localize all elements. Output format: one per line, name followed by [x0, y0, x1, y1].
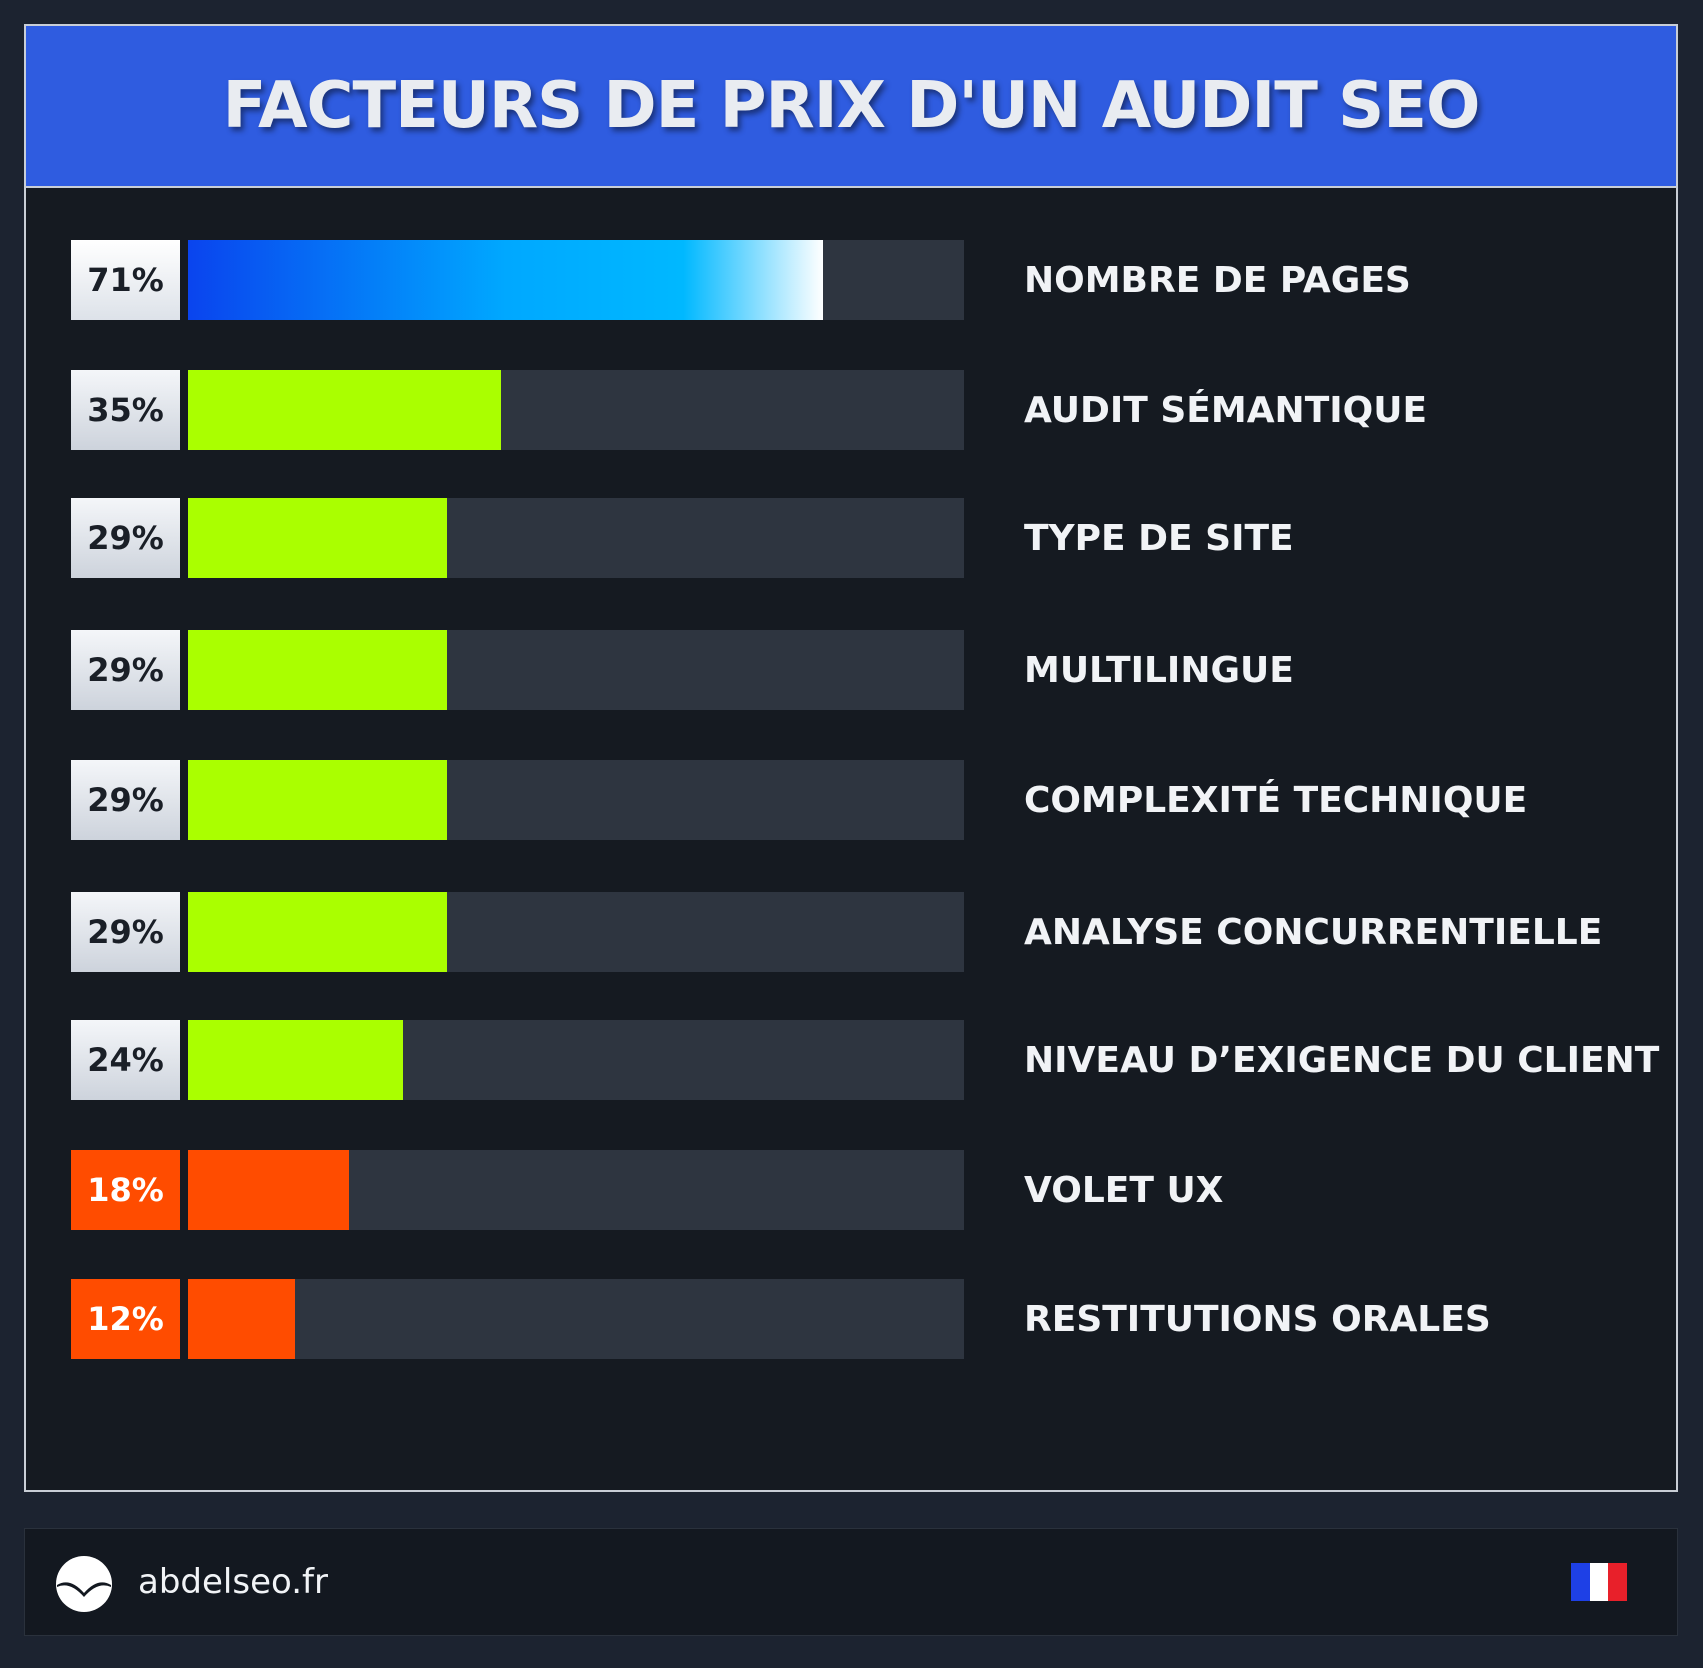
category-label: NOMBRE DE PAGES — [1024, 259, 1411, 301]
site-name[interactable]: abdelseo.fr — [138, 1562, 328, 1602]
bar — [188, 1279, 295, 1359]
bar — [188, 630, 447, 710]
bar-row: 29% ANALYSE CONCURRENTIELLE — [26, 892, 1676, 972]
bar-value-label: 12% — [71, 1279, 180, 1359]
bar-track — [188, 1279, 964, 1359]
chart-panel: FACTEURS DE PRIX D'UN AUDIT SEO 71% NOMBR… — [24, 24, 1678, 1492]
bar — [188, 1150, 349, 1230]
bar-value-label: 18% — [71, 1150, 180, 1230]
bar-value-label: 29% — [71, 498, 180, 578]
bar-chart: 71% NOMBRE DE PAGES 35% AUDIT SÉMANTIQUE 29%… — [26, 186, 1676, 1492]
france-flag-icon — [1571, 1563, 1628, 1601]
bar-row: 29% MULTILINGUE — [26, 630, 1676, 710]
category-label: AUDIT SÉMANTIQUE — [1024, 389, 1428, 431]
bar-row: 29% COMPLEXITÉ TECHNIQUE — [26, 760, 1676, 840]
bar-value-label: 71% — [71, 240, 180, 320]
category-label: COMPLEXITÉ TECHNIQUE — [1024, 779, 1528, 821]
category-label: NIVEAU D’EXIGENCE DU CLIENT — [1024, 1039, 1660, 1081]
chart-title: FACTEURS DE PRIX D'UN AUDIT SEO — [222, 69, 1481, 143]
bar-value-label: 29% — [71, 760, 180, 840]
bar — [188, 498, 447, 578]
bar — [188, 760, 447, 840]
bar-row: 71% NOMBRE DE PAGES — [26, 240, 1676, 320]
footer: abdelseo.fr — [24, 1528, 1678, 1636]
bar-track — [188, 498, 964, 578]
bar-row: 35% AUDIT SÉMANTIQUE — [26, 370, 1676, 450]
category-label: ANALYSE CONCURRENTIELLE — [1024, 911, 1603, 953]
bar-value-label: 35% — [71, 370, 180, 450]
bar-row: 29% TYPE DE SITE — [26, 498, 1676, 578]
bar-value-label: 29% — [71, 630, 180, 710]
bar-track — [188, 240, 964, 320]
bar-track — [188, 630, 964, 710]
bar-value-label: 29% — [71, 892, 180, 972]
wave-circle-icon — [56, 1556, 112, 1612]
category-label: RESTITUTIONS ORALES — [1024, 1298, 1491, 1340]
chart-header: FACTEURS DE PRIX D'UN AUDIT SEO — [26, 26, 1676, 188]
bar-row: 12% RESTITUTIONS ORALES — [26, 1279, 1676, 1359]
bar-track — [188, 370, 964, 450]
category-label: MULTILINGUE — [1024, 649, 1294, 691]
bar — [188, 240, 823, 320]
bar-track — [188, 892, 964, 972]
bar-value-label: 24% — [71, 1020, 180, 1100]
bar-track — [188, 1020, 964, 1100]
bar-track — [188, 760, 964, 840]
bar-row: 24% NIVEAU D’EXIGENCE DU CLIENT — [26, 1020, 1676, 1100]
category-label: TYPE DE SITE — [1024, 517, 1294, 559]
bar — [188, 892, 447, 972]
bar-track — [188, 1150, 964, 1230]
bar-row: 18% VOLET UX — [26, 1150, 1676, 1230]
bar — [188, 1020, 403, 1100]
bar — [188, 370, 501, 450]
category-label: VOLET UX — [1024, 1169, 1224, 1211]
